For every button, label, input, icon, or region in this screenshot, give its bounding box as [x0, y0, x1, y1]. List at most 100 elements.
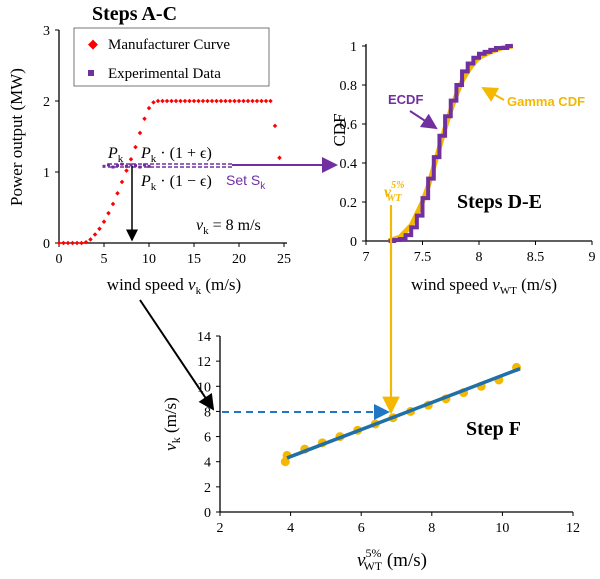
- abc-y-tick-label: 2: [43, 95, 50, 110]
- manufacturer-point: [272, 123, 278, 129]
- experimental-point: [111, 165, 115, 169]
- manufacturer-point: [155, 98, 161, 104]
- f-y-tick-label: 12: [197, 355, 211, 370]
- manufacturer-point: [164, 98, 170, 104]
- manufacturer-point: [70, 240, 75, 246]
- manufacturer-point: [277, 155, 282, 161]
- manufacturer-point: [263, 98, 269, 104]
- v5-label: v5% WT: [384, 180, 404, 204]
- manufacturer-point: [142, 116, 147, 122]
- legend-manufacturer-label: Manufacturer Curve: [108, 37, 230, 53]
- manufacturer-point: [65, 240, 71, 246]
- manufacturer-point: [151, 100, 156, 105]
- manufacturer-point: [146, 105, 152, 111]
- f-y-tick-label: 4: [204, 456, 211, 471]
- manufacturer-point: [83, 240, 89, 245]
- annot-set-sk: Set Sk: [226, 172, 266, 192]
- panel-steps-d-e: 7 7.5 8 8.5 9 0 0.2 0.4 0.6 0.8 1 CDF wind speed v…: [330, 40, 596, 415]
- de-x-tick-label: 8.5: [527, 250, 545, 265]
- manufacturer-point: [205, 98, 210, 104]
- experimental-point: [143, 163, 146, 167]
- manufacturer-point: [196, 98, 201, 104]
- f-x-tick-label: 8: [428, 521, 435, 536]
- manufacturer-point: [106, 210, 111, 216]
- manufacturer-point: [97, 226, 102, 232]
- f-y-tick-label: 10: [197, 380, 211, 395]
- manufacturer-point: [254, 98, 260, 104]
- de-y-tick-label: 0.6: [340, 118, 358, 133]
- manufacturer-point: [200, 98, 206, 104]
- f-y-tick-label: 8: [204, 405, 211, 420]
- annot-pk-plus: Pk · (1 + ϵ): [140, 145, 212, 165]
- manufacturer-point: [209, 98, 215, 104]
- experimental-point: [134, 164, 137, 168]
- annot-pk: Pk: [107, 145, 124, 165]
- panel-abc-y-label: Power output (MW): [7, 68, 26, 206]
- arrow-to-step-f: [139, 299, 215, 411]
- legend-manufacturer-marker: ◆: [88, 36, 98, 51]
- manufacturer-point: [178, 98, 183, 104]
- manufacturer-point: [191, 98, 197, 104]
- manufacturer-point: [79, 240, 84, 246]
- manufacturer-point: [173, 98, 179, 104]
- manufacturer-point: [245, 98, 251, 104]
- abc-x-tick-label: 0: [56, 252, 63, 267]
- abc-x-tick-label: 15: [187, 252, 201, 267]
- manufacturer-point: [56, 240, 62, 246]
- panel-f-title: Step F: [466, 418, 521, 440]
- ecdf-pointer: [409, 110, 438, 130]
- manufacturer-point: [182, 98, 188, 104]
- manufacturer-point: [101, 219, 107, 224]
- panel-de-y-label: CDF: [330, 113, 349, 146]
- abc-x-tick-label: 25: [277, 252, 291, 267]
- manufacturer-point: [218, 98, 224, 104]
- manufacturer-point: [214, 98, 219, 104]
- de-y-tick-label: 1: [350, 40, 357, 55]
- de-x-tick-label: 7: [363, 250, 370, 265]
- abc-y-tick-label: 0: [43, 237, 50, 252]
- manufacturer-point: [61, 240, 66, 246]
- f-x-tick-label: 10: [495, 521, 509, 536]
- manufacturer-point: [137, 130, 143, 136]
- f-y-tick-label: 6: [204, 431, 211, 446]
- experimental-point: [116, 164, 119, 168]
- panel-abc-ticks: 0 5 10 15 20 25 0 1 2 3: [43, 24, 291, 267]
- legend-experimental-label: Experimental Data: [108, 66, 221, 82]
- manufacturer-point: [259, 98, 264, 104]
- f-y-tick-label: 14: [197, 330, 211, 345]
- manufacturer-point: [227, 98, 233, 104]
- panel-f-x-label: v5% WT (m/s): [357, 546, 427, 573]
- manufacturer-point: [268, 98, 273, 104]
- manufacturer-point: [74, 240, 80, 246]
- annot-pk-minus: Pk · (1 − ϵ): [140, 173, 212, 193]
- manufacturer-point: [128, 156, 134, 162]
- panel-f-marks: [280, 362, 522, 467]
- panel-abc-x-label: wind speed vk (m/s): [107, 275, 241, 297]
- ecdf-label: ECDF: [388, 92, 423, 107]
- experimental-point: [107, 163, 110, 167]
- panel-de-ticks: 7 7.5 8 8.5 9 0 0.2 0.4 0.6 0.8 1: [340, 40, 596, 265]
- de-y-tick-label: 0.2: [340, 196, 358, 211]
- panel-f-y-label: vk (m/s): [161, 397, 183, 451]
- abc-y-tick-label: 1: [43, 166, 50, 181]
- manufacturer-point: [119, 179, 125, 185]
- manufacturer-point: [124, 168, 129, 173]
- f-x-tick-label: 4: [287, 521, 294, 536]
- manufacturer-point: [88, 237, 93, 242]
- manufacturer-point: [236, 98, 242, 104]
- manufacturer-point: [133, 144, 138, 150]
- panel-de-x-label: wind speed vWT (m/s): [411, 275, 557, 297]
- f-x-tick-label: 12: [566, 521, 580, 536]
- panel-de-title: Steps D-E: [457, 191, 542, 213]
- experimental-point: [147, 164, 151, 168]
- manufacturer-point: [115, 191, 120, 196]
- abc-x-tick-label: 20: [232, 252, 246, 267]
- legend-experimental-marker: [88, 70, 94, 76]
- abc-x-tick-label: 10: [142, 252, 156, 267]
- f-y-tick-label: 2: [204, 481, 211, 496]
- step-f-fit-line: [286, 367, 521, 460]
